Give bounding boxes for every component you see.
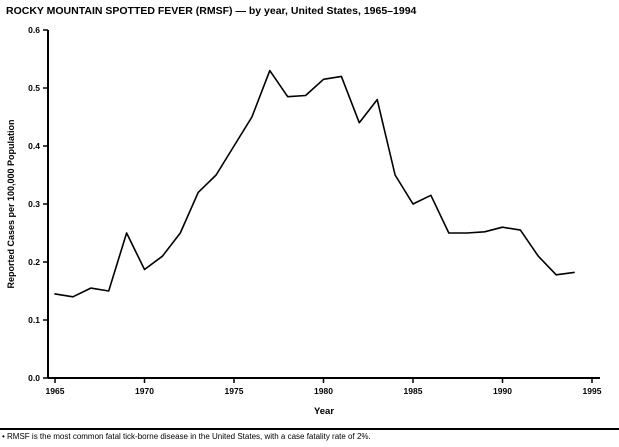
y-axis-title: Reported Cases per 100,000 Population (6, 119, 16, 288)
x-tick-label: 1975 (225, 386, 244, 396)
x-tick-label: 1965 (46, 386, 65, 396)
data-line (54, 69, 575, 298)
y-tick-label: 0.3 (28, 199, 40, 209)
y-tick-label: 0.6 (28, 25, 40, 35)
footnote: • RMSF is the most common fatal tick-bor… (2, 432, 371, 441)
chart-title: ROCKY MOUNTAIN SPOTTED FEVER (RMSF) — by… (6, 5, 417, 17)
line-chart: 0.0 0.1 0.2 0.3 0.4 0.5 0.6 1965 1970 1975 1980 198… (6, 25, 602, 417)
y-tick-label: 0.2 (28, 257, 40, 267)
footnote-divider (0, 428, 619, 430)
x-tick-label: 1985 (404, 386, 423, 396)
x-tick-label: 1970 (135, 386, 154, 396)
y-tick-label: 0.5 (28, 83, 40, 93)
x-tick-label: 1990 (493, 386, 512, 396)
x-tick-label: 1995 (583, 386, 602, 396)
x-axis-title: Year (314, 406, 334, 417)
y-tick-label: 0.1 (28, 315, 40, 325)
x-tick-label: 1980 (314, 386, 333, 396)
y-tick-label: 0.4 (28, 141, 40, 151)
y-tick-label: 0.0 (28, 373, 40, 383)
